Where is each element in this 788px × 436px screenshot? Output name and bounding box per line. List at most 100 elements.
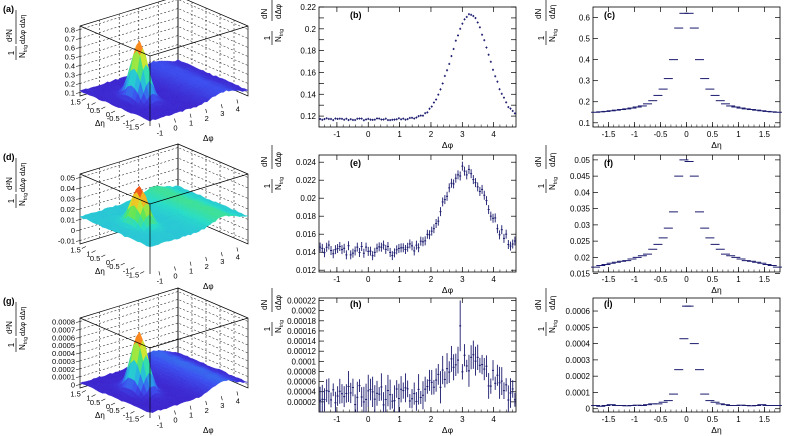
eta-axis-title: Δη (95, 119, 105, 128)
phi-tick-label: 3 (220, 401, 224, 410)
back-wall-right (177, 0, 249, 97)
z-gridline (79, 44, 249, 75)
eta-tick (101, 398, 106, 402)
phi-tick-label: 1 (189, 267, 193, 276)
phi-tick-label: 3 (220, 109, 224, 118)
y-label-dn: dN (534, 9, 543, 19)
eta-tick (120, 114, 125, 118)
y-tick-label: 0.6 (579, 14, 591, 23)
y-label-numerator-1: 1 (263, 35, 272, 40)
y-label-trig-sub: trig (279, 29, 285, 36)
x-tick-label: 0.5 (707, 415, 719, 424)
y-label-dn: dN (260, 9, 269, 19)
surface-panel-d: -0.0100.010.020.030.040.05-1.5-1-0.500.5… (3, 143, 249, 291)
z-tick (75, 336, 81, 339)
phi-tick (205, 256, 207, 262)
eta-tick (140, 271, 145, 274)
x-axis-title: Δφ (442, 425, 454, 435)
z-tick-label: 0.7 (65, 35, 75, 44)
z-label-d2n: d²N (5, 177, 14, 190)
x-tick-label: 0 (366, 130, 371, 139)
y-tick-label: 0.5 (579, 35, 591, 44)
surface-mesh (79, 40, 249, 122)
eta-tick (81, 98, 86, 101)
x-axis-title: Δη (711, 285, 722, 295)
y-tick-label: 0.00022 (287, 297, 316, 306)
eta-tick-label: -1 (123, 118, 130, 127)
chart-panel-e: (e) -1 0 1 2 3 4 Δφ 0.012 0.014 0.016 0.018 0.02 0.02… (260, 145, 517, 295)
z-tick (75, 177, 81, 179)
y-label-denominator: dΔη (548, 5, 557, 19)
eta-tick-label: 0.5 (90, 254, 100, 263)
panel-label: (e) (350, 158, 361, 168)
phi-tick-label: 1 (189, 119, 193, 128)
z-tick-label: 0.8 (65, 26, 75, 35)
z-tick (75, 240, 81, 242)
z-tick (75, 229, 81, 232)
y-tick-label: 0.22 (300, 3, 316, 12)
x-tick-label: 2 (429, 415, 434, 424)
x-tick-label: 4 (491, 275, 496, 284)
z-label-d2n: d²N (5, 321, 14, 334)
z-tick-label: 0.2 (65, 80, 75, 89)
phi-tick-label: 2 (205, 406, 209, 415)
y-tick-label: 0.00006 (287, 378, 316, 387)
y-tick-label: 0.2 (305, 25, 317, 34)
eta-tick (101, 106, 106, 110)
phi-axis-title: Δφ (203, 134, 214, 143)
x-tick-label: 3 (460, 130, 465, 139)
z-gridline (79, 306, 249, 338)
y-tick-label: 0.0002 (292, 307, 317, 316)
x-tick-label: -1 (333, 415, 341, 424)
eta-tick-label: 0 (106, 110, 110, 119)
phi-tick (174, 266, 176, 271)
z-gridline (79, 346, 249, 377)
eta-tick (120, 406, 125, 410)
z-tick (75, 368, 81, 371)
eta-tick-label: 1.5 (70, 246, 80, 255)
y-label-ntrig: N (548, 184, 557, 190)
box-top-edge (79, 317, 249, 349)
x-tick-label: 1.5 (759, 275, 771, 284)
phi-tick-label: 4 (236, 104, 240, 113)
z-label-denominator: dΔφ dΔη (18, 163, 27, 192)
eta-tick-label: 1.5 (70, 390, 80, 399)
x-tick-label: 1 (397, 275, 402, 284)
eta-tick-label: 1 (86, 394, 90, 403)
y-label-trig-sub: trig (553, 29, 559, 36)
y-tick-label: 0.0003 (566, 356, 591, 365)
z-gridline (79, 35, 249, 66)
x-tick-label: 1.5 (759, 415, 771, 424)
y-tick-label: 0.00008 (287, 367, 316, 376)
z-tick-label: 0.0002 (52, 365, 75, 374)
eta-tick (81, 390, 86, 393)
panel-label: (i) (604, 299, 613, 309)
y-tick-label: 0.0004 (566, 340, 591, 349)
phi-tick (221, 396, 223, 401)
z-label-denominator: dΔφ dΔη (18, 307, 27, 336)
eta-tick (110, 258, 116, 262)
z-tick (75, 352, 81, 355)
phi-tick-label: 0 (173, 124, 177, 133)
y-label-ntrig: N (274, 327, 283, 333)
phi-axis-title: Δφ (203, 282, 214, 291)
y-tick-label: 0.0005 (566, 323, 591, 332)
phi-tick (221, 252, 223, 257)
plot-frame (592, 6, 781, 128)
phi-tick-label: 3 (220, 257, 224, 266)
z-tick (75, 65, 81, 67)
x-tick-label: 4 (491, 130, 496, 139)
x-tick-label: -0.5 (654, 130, 668, 139)
z-tick-label: 0.02 (60, 205, 75, 214)
z-label-numerator-1: 1 (7, 342, 16, 347)
eta-tick-label: -1.5 (126, 415, 139, 424)
eta-tick-label: 1.5 (70, 98, 80, 107)
y-label-numerator-1: 1 (537, 326, 546, 331)
x-tick-label: 0.5 (707, 275, 719, 284)
